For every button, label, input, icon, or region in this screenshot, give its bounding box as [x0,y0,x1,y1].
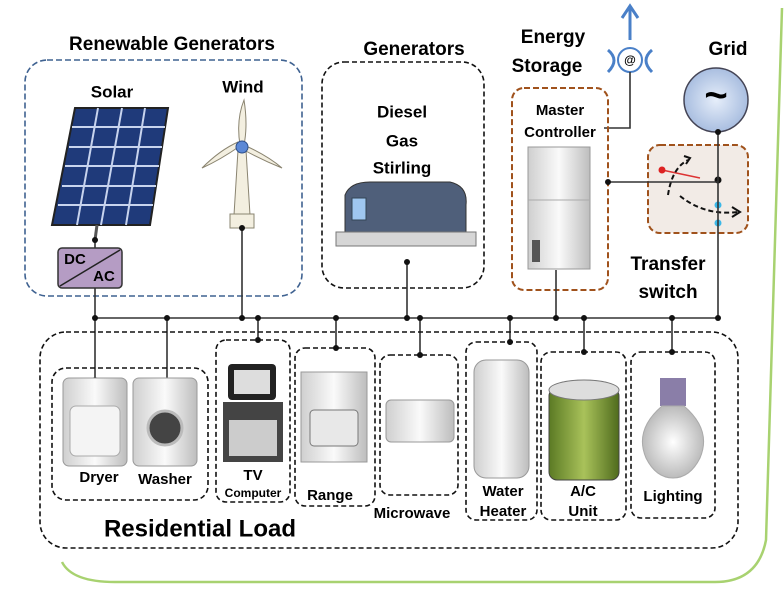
generators-title: Generators [363,39,464,60]
load-box [465,341,538,521]
load-label: Dryer [79,469,118,486]
solar-panel [50,107,170,241]
load-label: Microwave [374,505,451,522]
load-box [630,351,716,519]
transfer-box [647,144,749,234]
load-label: Unit [568,503,597,520]
wind-turbine [201,98,283,229]
converter-ac: AC [93,268,115,285]
grid-symbol: ~ [704,74,727,118]
load-label: Washer [138,471,192,488]
load-box [215,339,291,503]
wiring [92,129,721,388]
storage-title: Storage [512,56,583,77]
transfer-label: switch [638,282,697,303]
load-label: Range [307,487,353,504]
controller-unit [527,146,591,270]
solar-label: Solar [91,82,134,101]
generator-unit [335,181,477,247]
converter-dc: DC [64,251,86,268]
load-label: A/C [570,483,596,500]
storage-symbol: @ [624,53,636,67]
wind-label: Wind [222,77,263,96]
generator-type: Stirling [373,158,432,177]
outer-border [60,7,784,584]
renewable-title: Renewable Generators [69,34,275,55]
controller-label: Controller [524,124,596,141]
storage-icon: @ [606,3,654,74]
converter-slash [59,249,121,287]
load-label: Lighting [643,488,702,505]
generator-type: Gas [386,131,418,150]
load-label: TV [243,467,262,484]
generator-type: Diesel [377,102,427,121]
renewable-box [24,59,303,297]
load-box [379,354,459,496]
residential-title: Residential Load [104,515,296,542]
controller-label: Master [536,102,585,119]
storage-title: Energy [521,27,586,48]
load-box [294,347,376,507]
load-box [51,367,209,501]
wire [604,72,631,129]
grid-title: Grid [708,39,747,60]
controller-box [511,87,609,291]
generators-box [321,61,485,289]
load-label: Computer [225,486,282,500]
load-box [540,351,627,521]
transfer-label: Transfer [631,254,707,275]
residential-box [39,331,739,549]
load-label: Heater [480,503,527,520]
load-label: Water [482,483,523,500]
appliance-icons [62,359,704,481]
